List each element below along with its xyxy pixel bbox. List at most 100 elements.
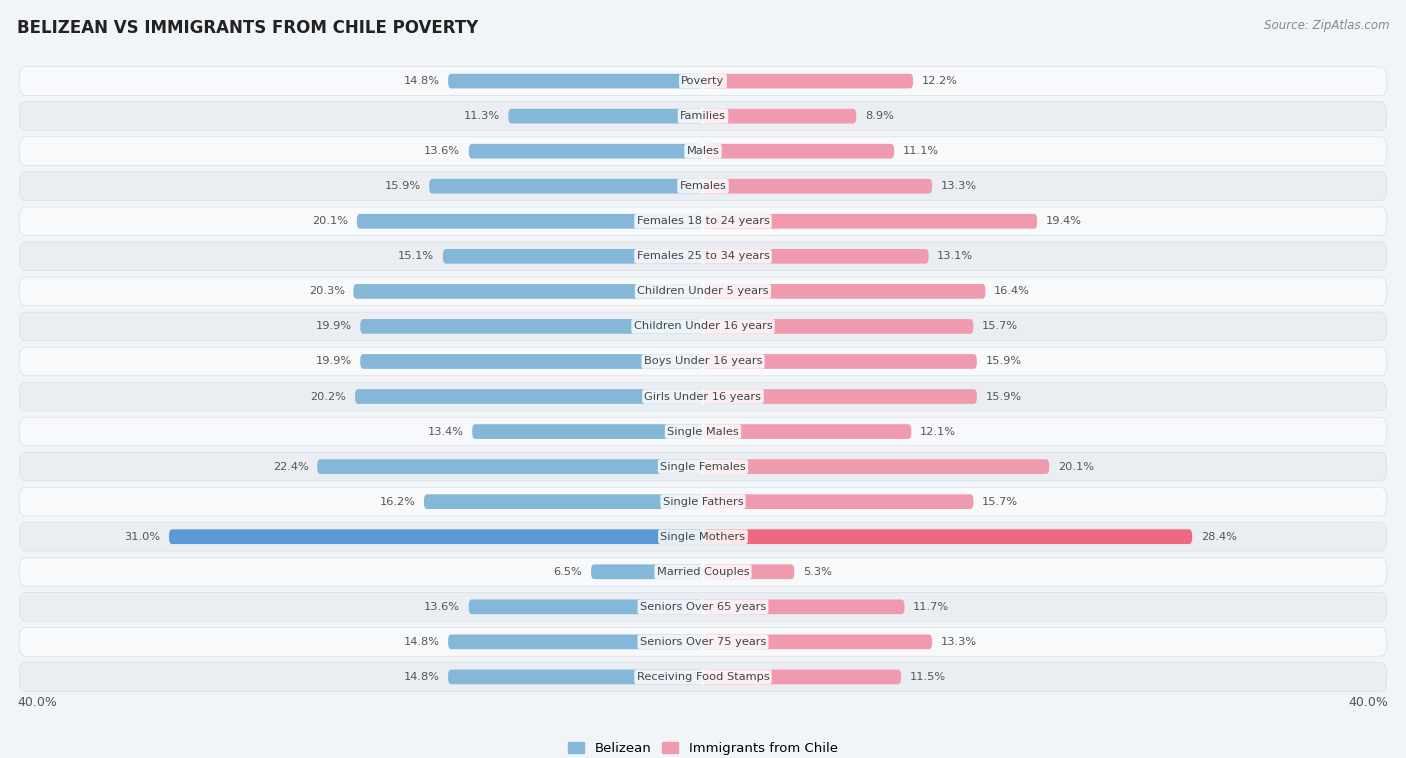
- Text: BELIZEAN VS IMMIGRANTS FROM CHILE POVERTY: BELIZEAN VS IMMIGRANTS FROM CHILE POVERT…: [17, 19, 478, 37]
- FancyBboxPatch shape: [472, 424, 703, 439]
- Text: 16.4%: 16.4%: [994, 287, 1031, 296]
- Text: Children Under 16 years: Children Under 16 years: [634, 321, 772, 331]
- FancyBboxPatch shape: [468, 144, 703, 158]
- Text: 14.8%: 14.8%: [404, 672, 440, 682]
- FancyBboxPatch shape: [703, 565, 794, 579]
- FancyBboxPatch shape: [20, 557, 1386, 586]
- FancyBboxPatch shape: [360, 319, 703, 334]
- Text: Females 25 to 34 years: Females 25 to 34 years: [637, 252, 769, 262]
- Text: Single Males: Single Males: [666, 427, 740, 437]
- Text: 13.4%: 13.4%: [427, 427, 464, 437]
- Text: Girls Under 16 years: Girls Under 16 years: [644, 392, 762, 402]
- Text: Females: Females: [679, 181, 727, 191]
- Text: Males: Males: [686, 146, 720, 156]
- Text: Single Mothers: Single Mothers: [661, 531, 745, 542]
- FancyBboxPatch shape: [468, 600, 703, 614]
- Text: Children Under 5 years: Children Under 5 years: [637, 287, 769, 296]
- Text: 19.4%: 19.4%: [1046, 216, 1081, 227]
- FancyBboxPatch shape: [169, 529, 703, 544]
- FancyBboxPatch shape: [356, 389, 703, 404]
- Text: 19.9%: 19.9%: [315, 321, 352, 331]
- FancyBboxPatch shape: [20, 242, 1386, 271]
- FancyBboxPatch shape: [509, 109, 703, 124]
- Text: 16.2%: 16.2%: [380, 496, 415, 506]
- Text: 22.4%: 22.4%: [273, 462, 308, 471]
- FancyBboxPatch shape: [20, 137, 1386, 165]
- FancyBboxPatch shape: [703, 459, 1049, 474]
- FancyBboxPatch shape: [703, 529, 1192, 544]
- Text: Females 18 to 24 years: Females 18 to 24 years: [637, 216, 769, 227]
- FancyBboxPatch shape: [425, 494, 703, 509]
- FancyBboxPatch shape: [703, 424, 911, 439]
- FancyBboxPatch shape: [20, 487, 1386, 516]
- Text: Single Fathers: Single Fathers: [662, 496, 744, 506]
- Text: Boys Under 16 years: Boys Under 16 years: [644, 356, 762, 366]
- Text: 14.8%: 14.8%: [404, 76, 440, 86]
- Text: 14.8%: 14.8%: [404, 637, 440, 647]
- FancyBboxPatch shape: [20, 453, 1386, 481]
- Text: 6.5%: 6.5%: [554, 567, 582, 577]
- Legend: Belizean, Immigrants from Chile: Belizean, Immigrants from Chile: [564, 737, 842, 758]
- FancyBboxPatch shape: [449, 634, 703, 649]
- FancyBboxPatch shape: [703, 249, 928, 264]
- FancyBboxPatch shape: [449, 669, 703, 684]
- FancyBboxPatch shape: [703, 109, 856, 124]
- FancyBboxPatch shape: [20, 522, 1386, 551]
- Text: 5.3%: 5.3%: [803, 567, 832, 577]
- Text: Source: ZipAtlas.com: Source: ZipAtlas.com: [1264, 19, 1389, 32]
- Text: 11.1%: 11.1%: [903, 146, 939, 156]
- Text: 15.7%: 15.7%: [981, 496, 1018, 506]
- Text: 15.1%: 15.1%: [398, 252, 434, 262]
- Text: 8.9%: 8.9%: [865, 111, 894, 121]
- FancyBboxPatch shape: [20, 628, 1386, 656]
- FancyBboxPatch shape: [591, 565, 703, 579]
- FancyBboxPatch shape: [20, 277, 1386, 305]
- Text: 13.3%: 13.3%: [941, 637, 977, 647]
- Text: 28.4%: 28.4%: [1201, 531, 1237, 542]
- Text: 40.0%: 40.0%: [17, 696, 58, 709]
- FancyBboxPatch shape: [703, 179, 932, 193]
- FancyBboxPatch shape: [703, 669, 901, 684]
- Text: 19.9%: 19.9%: [315, 356, 352, 366]
- FancyBboxPatch shape: [20, 172, 1386, 201]
- FancyBboxPatch shape: [20, 593, 1386, 621]
- FancyBboxPatch shape: [20, 662, 1386, 691]
- Text: 11.3%: 11.3%: [464, 111, 499, 121]
- FancyBboxPatch shape: [703, 284, 986, 299]
- Text: 15.9%: 15.9%: [384, 181, 420, 191]
- FancyBboxPatch shape: [20, 347, 1386, 376]
- FancyBboxPatch shape: [703, 389, 977, 404]
- FancyBboxPatch shape: [703, 144, 894, 158]
- Text: Single Females: Single Females: [661, 462, 745, 471]
- FancyBboxPatch shape: [20, 417, 1386, 446]
- Text: Married Couples: Married Couples: [657, 567, 749, 577]
- Text: 13.6%: 13.6%: [425, 602, 460, 612]
- Text: 40.0%: 40.0%: [1348, 696, 1389, 709]
- FancyBboxPatch shape: [20, 102, 1386, 130]
- Text: 11.7%: 11.7%: [912, 602, 949, 612]
- FancyBboxPatch shape: [357, 214, 703, 229]
- FancyBboxPatch shape: [703, 600, 904, 614]
- FancyBboxPatch shape: [449, 74, 703, 89]
- FancyBboxPatch shape: [703, 494, 973, 509]
- Text: 15.9%: 15.9%: [986, 356, 1022, 366]
- Text: 31.0%: 31.0%: [124, 531, 160, 542]
- Text: 12.1%: 12.1%: [920, 427, 956, 437]
- Text: Seniors Over 65 years: Seniors Over 65 years: [640, 602, 766, 612]
- FancyBboxPatch shape: [20, 207, 1386, 236]
- FancyBboxPatch shape: [20, 67, 1386, 96]
- FancyBboxPatch shape: [360, 354, 703, 369]
- Text: 12.2%: 12.2%: [922, 76, 957, 86]
- Text: 20.1%: 20.1%: [312, 216, 349, 227]
- FancyBboxPatch shape: [703, 214, 1038, 229]
- FancyBboxPatch shape: [318, 459, 703, 474]
- FancyBboxPatch shape: [703, 319, 973, 334]
- Text: Receiving Food Stamps: Receiving Food Stamps: [637, 672, 769, 682]
- FancyBboxPatch shape: [443, 249, 703, 264]
- Text: 13.1%: 13.1%: [938, 252, 973, 262]
- Text: 20.2%: 20.2%: [311, 392, 346, 402]
- Text: 13.3%: 13.3%: [941, 181, 977, 191]
- Text: 20.1%: 20.1%: [1057, 462, 1094, 471]
- FancyBboxPatch shape: [703, 354, 977, 369]
- Text: 20.3%: 20.3%: [309, 287, 344, 296]
